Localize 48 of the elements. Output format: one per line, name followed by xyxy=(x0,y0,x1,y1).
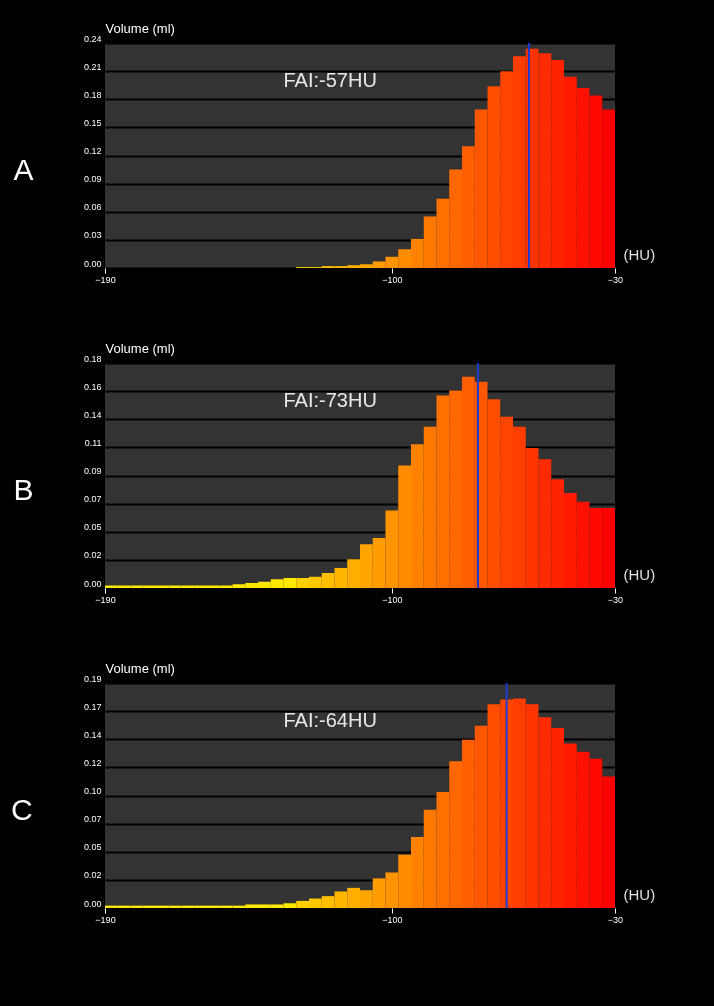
y-axis-title: Volume (ml) xyxy=(105,660,175,676)
y-tick-label: 0.24 xyxy=(83,33,102,44)
y-tick-label: 0.14 xyxy=(83,409,102,420)
y-tick-label: 0.02 xyxy=(83,550,102,561)
y-axis-title: Volume (ml) xyxy=(105,340,175,356)
x-tick-label: −100 xyxy=(382,274,403,285)
x-axis-title: (HU) xyxy=(623,245,656,263)
y-tick-label: 0.05 xyxy=(83,522,102,533)
y-tick-label: 0.02 xyxy=(83,870,102,881)
y-tick-label: 0.03 xyxy=(83,230,102,241)
y-tick-label: 0.14 xyxy=(83,729,102,740)
x-tick-label: −30 xyxy=(607,594,624,605)
annotation: FAI:-57HU xyxy=(283,69,377,91)
y-tick-label: 0.18 xyxy=(83,353,102,364)
y-tick-label: 0.18 xyxy=(83,89,102,100)
y-tick-label: 0.07 xyxy=(83,814,102,825)
annotation: FAI:-73HU xyxy=(283,389,377,411)
y-tick-label: 0.00 xyxy=(83,578,102,589)
x-tick-label: −190 xyxy=(95,914,116,925)
y-tick-label: 0.09 xyxy=(83,466,102,476)
y-tick-label: 0.19 xyxy=(83,673,102,684)
y-axis-title: Volume (ml) xyxy=(105,20,175,36)
y-tick-label: 0.15 xyxy=(83,117,102,128)
y-tick-label: 0.00 xyxy=(83,898,102,909)
y-tick-label: 0.12 xyxy=(83,757,102,768)
y-tick-label: 0.11 xyxy=(84,437,102,448)
y-tick-label: 0.16 xyxy=(83,381,102,392)
x-axis-title: (HU) xyxy=(623,885,656,903)
y-tick-label: 0.00 xyxy=(83,258,102,269)
y-tick-label: 0.12 xyxy=(83,146,102,156)
y-tick-label: 0.21 xyxy=(83,61,102,72)
x-tick-label: −190 xyxy=(95,274,116,285)
annotation: FAI:-64HU xyxy=(283,709,377,731)
x-tick-label: −100 xyxy=(382,594,403,605)
y-tick-label: 0.10 xyxy=(83,786,102,796)
y-tick-label: 0.06 xyxy=(83,202,102,213)
y-tick-label: 0.05 xyxy=(83,842,102,853)
text: B xyxy=(13,472,34,506)
y-tick-label: 0.07 xyxy=(83,494,102,505)
y-tick-label: 0.17 xyxy=(83,701,102,712)
x-tick-label: −30 xyxy=(607,914,624,925)
x-tick-label: −100 xyxy=(382,914,403,925)
text: C xyxy=(10,792,33,826)
text: A xyxy=(13,152,34,186)
x-tick-label: −30 xyxy=(607,274,624,285)
x-axis-title: (HU) xyxy=(623,565,656,583)
x-tick-label: −190 xyxy=(95,594,116,605)
y-tick-label: 0.09 xyxy=(83,174,102,185)
